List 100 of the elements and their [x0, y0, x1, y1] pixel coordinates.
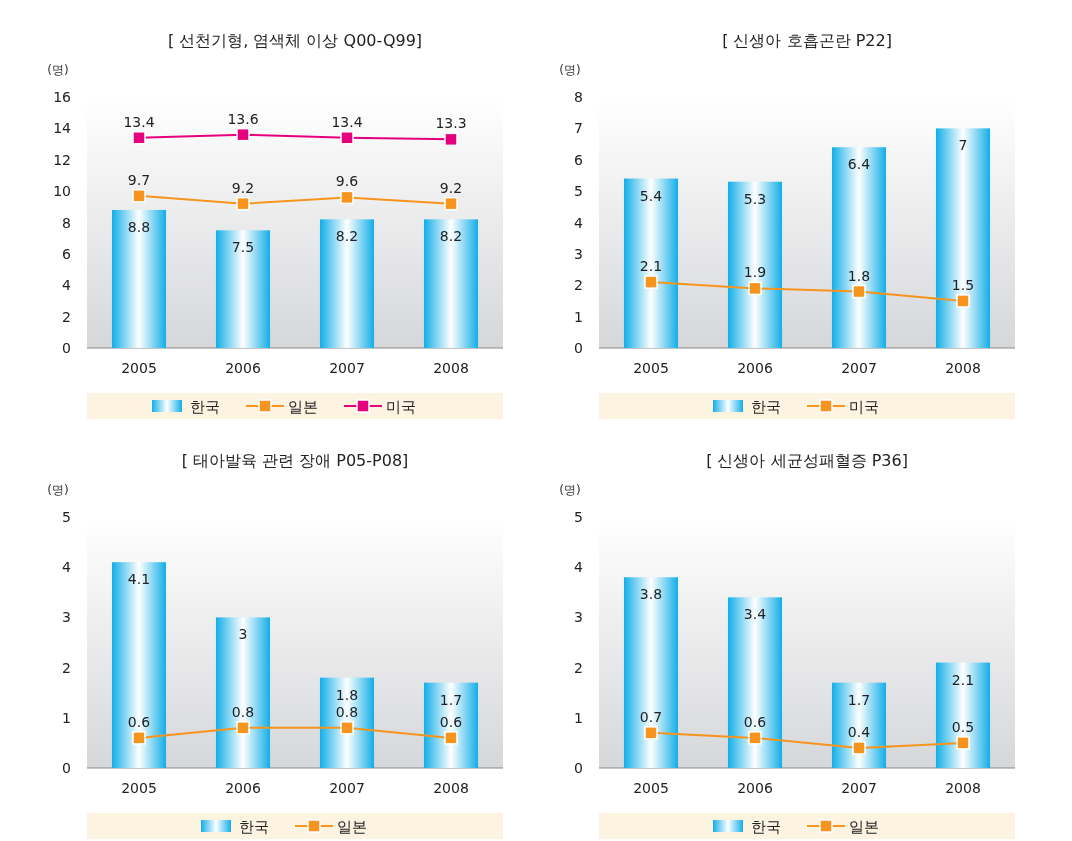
point: [748, 731, 762, 745]
bar: [623, 577, 679, 768]
y-axis-title: (명): [47, 63, 69, 77]
y-tick-label: 10: [53, 183, 71, 200]
y-tick-label: 5: [574, 183, 583, 200]
data-label: 9.2: [439, 179, 463, 196]
bar: [831, 682, 887, 768]
legend-label: 일본: [849, 818, 879, 836]
chart-title: [ 태아발육 관련 장애 P05-P08]: [181, 451, 409, 470]
x-tick-label: 2008: [433, 780, 469, 796]
data-label: 1.9: [743, 264, 767, 281]
bar: [727, 597, 783, 768]
y-tick-label: 5: [62, 509, 71, 525]
data-label: 1.5: [951, 276, 975, 293]
data-label: 8.2: [335, 228, 359, 245]
x-tick-label: 2008: [945, 780, 981, 796]
data-label: 3: [238, 626, 248, 643]
chart-title: [ 신생아 호흡곤란 P22]: [722, 31, 892, 50]
data-label: 0.7: [639, 708, 663, 725]
y-tick-label: 1: [574, 709, 583, 726]
x-tick-label: 2005: [633, 780, 669, 796]
y-tick-label: 8: [574, 89, 583, 105]
point: [132, 189, 146, 203]
x-tick-label: 2007: [841, 780, 877, 796]
chart-title: [ 신생아 세균성패혈증 P36]: [706, 451, 908, 470]
legend-label: 한국: [751, 818, 781, 836]
bar: [935, 128, 991, 348]
bar: [831, 147, 887, 348]
y-tick-label: 1: [574, 308, 583, 325]
point: [444, 196, 458, 211]
data-label: 0.4: [847, 723, 871, 740]
y-tick-label: 0: [62, 340, 71, 356]
data-label: 6.4: [847, 156, 871, 173]
data-label: 9.6: [335, 173, 359, 190]
y-tick-label: 6: [574, 151, 584, 168]
data-label: 0.8: [231, 703, 255, 720]
point: [444, 132, 458, 147]
legend-label: 한국: [239, 818, 269, 836]
data-label: 0.8: [335, 703, 359, 720]
legend-label: 한국: [190, 398, 220, 416]
y-tick-label: 6: [62, 245, 72, 262]
y-tick-label: 16: [53, 89, 72, 105]
data-label: 4.1: [127, 571, 151, 588]
data-label: 0.5: [951, 718, 975, 735]
x-tick-label: 2006: [737, 360, 773, 376]
data-label: 2.1: [639, 258, 663, 275]
y-tick-label: 4: [574, 214, 584, 231]
point: [956, 294, 970, 308]
y-tick-label: 0: [574, 340, 583, 356]
y-axis-title: (명): [559, 63, 581, 77]
data-label: 0.6: [439, 713, 463, 730]
data-label: 0.6: [127, 713, 151, 730]
y-tick-label: 2: [574, 659, 583, 676]
legend-label: 미국: [849, 398, 879, 416]
data-label: 9.7: [127, 171, 151, 188]
point: [852, 741, 866, 755]
x-tick-label: 2005: [121, 780, 157, 796]
y-axis-title: (명): [559, 483, 581, 497]
data-label: 3.4: [743, 606, 767, 623]
x-tick-label: 2007: [841, 360, 877, 376]
bar: [423, 682, 479, 768]
data-label: 13.4: [331, 113, 363, 130]
y-tick-label: 0: [574, 760, 583, 776]
bar: [623, 178, 679, 348]
y-tick-label: 4: [62, 277, 72, 294]
y-tick-label: 7: [574, 120, 583, 137]
x-tick-label: 2007: [329, 780, 365, 796]
legend-label: 한국: [751, 398, 781, 416]
y-axis-title: (명): [47, 483, 69, 497]
point: [956, 736, 970, 750]
legend-label: 미국: [386, 398, 416, 416]
y-tick-label: 2: [62, 308, 71, 325]
point: [340, 190, 354, 205]
data-label: 5.4: [639, 187, 663, 204]
data-label: 13.6: [227, 110, 259, 127]
y-tick-label: 4: [574, 559, 584, 576]
y-tick-label: 3: [574, 245, 583, 262]
y-tick-label: 1: [62, 709, 71, 726]
point: [236, 196, 250, 211]
bar: [215, 617, 271, 768]
data-label: 9.2: [231, 179, 255, 196]
point: [644, 726, 658, 740]
y-tick-label: 3: [62, 609, 71, 626]
data-label: 8.8: [127, 218, 151, 235]
x-tick-label: 2006: [225, 360, 261, 376]
data-label: 3.8: [639, 586, 663, 603]
x-tick-label: 2008: [945, 360, 981, 376]
data-label: 1.8: [335, 686, 359, 703]
legend-label: 일본: [337, 818, 367, 836]
data-label: 7: [958, 137, 968, 154]
x-tick-label: 2005: [121, 360, 157, 376]
data-label: 7.5: [231, 239, 255, 256]
point: [236, 127, 250, 142]
y-tick-label: 0: [62, 760, 71, 776]
y-tick-label: 5: [574, 509, 583, 525]
bar: [727, 181, 783, 348]
data-label: 5.3: [743, 190, 767, 207]
point: [748, 281, 762, 296]
data-label: 2.1: [951, 671, 975, 688]
y-tick-label: 12: [53, 151, 71, 168]
